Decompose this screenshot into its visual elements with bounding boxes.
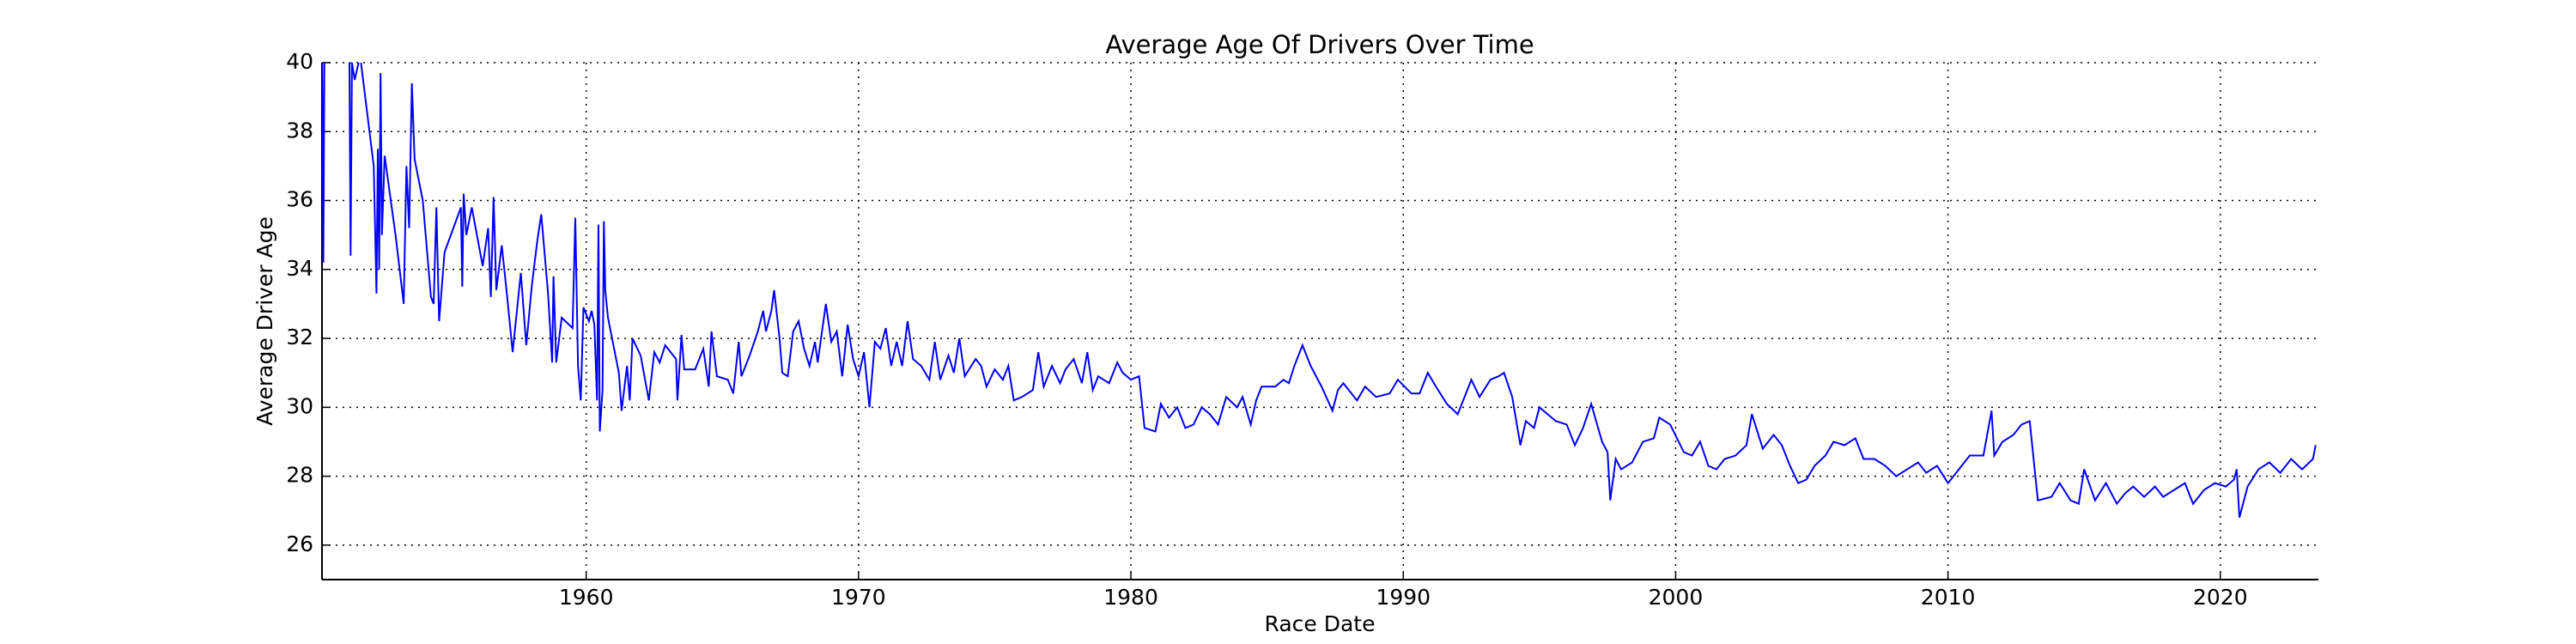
x-tick-label: 1980 — [1103, 585, 1158, 610]
chart-title: Average Age Of Drivers Over Time — [1105, 30, 1534, 59]
y-tick-label: 32 — [286, 325, 313, 349]
y-tick-label: 38 — [286, 118, 313, 143]
x-axis-label: Race Date — [1265, 611, 1376, 636]
x-tick-label: 1970 — [831, 585, 886, 610]
y-tick-label: 36 — [286, 187, 313, 212]
y-tick-label: 34 — [286, 256, 313, 281]
y-tick-label: 30 — [286, 393, 313, 418]
x-tick-label: 1990 — [1376, 585, 1431, 610]
data-line — [322, 63, 2317, 519]
x-tick-label: 2010 — [1921, 585, 1976, 610]
y-tick-label: 26 — [286, 532, 313, 556]
grid — [322, 62, 2318, 580]
x-tick-label: 1960 — [559, 585, 614, 610]
y-tick-label: 40 — [286, 49, 313, 74]
x-tick-label: 2020 — [2193, 585, 2248, 610]
x-tick-label: 2000 — [1649, 585, 1704, 610]
y-axis-label: Average Driver Age — [252, 216, 277, 426]
y-tick-label: 28 — [286, 463, 313, 488]
